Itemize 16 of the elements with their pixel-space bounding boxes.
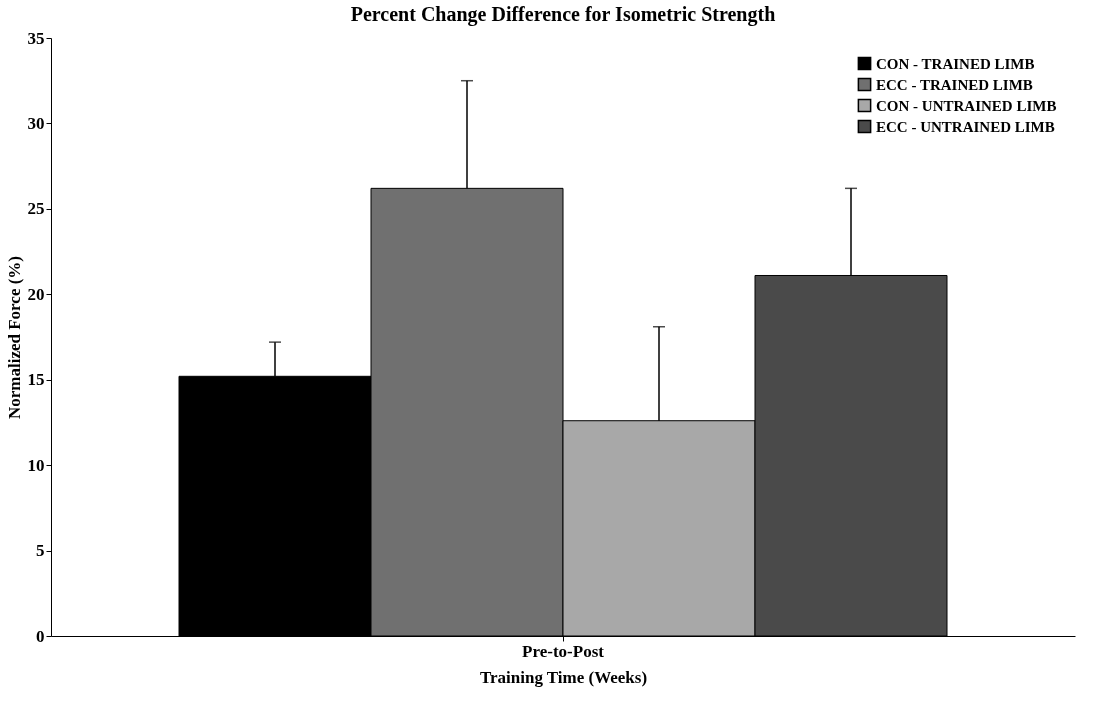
x-tick-label: Pre-to-Post bbox=[522, 641, 605, 661]
y-tick-label: 30 bbox=[27, 113, 45, 133]
legend-label: CON - TRAINED LIMB bbox=[876, 55, 1035, 72]
y-tick-label: 15 bbox=[27, 370, 45, 390]
y-axis-title: Normalized Force (%) bbox=[4, 255, 24, 420]
y-tick-label: 35 bbox=[27, 28, 45, 48]
x-axis-title: Training Time (Weeks) bbox=[479, 667, 648, 687]
chart-title: Percent Change Difference for Isometric Strength bbox=[350, 3, 776, 26]
legend-label: ECC - TRAINED LIMB bbox=[876, 76, 1033, 93]
y-tick-label: 0 bbox=[36, 626, 45, 646]
y-tick-label: 20 bbox=[27, 284, 45, 304]
y-tick-label: 25 bbox=[27, 199, 45, 219]
y-tick-label: 10 bbox=[27, 455, 45, 475]
legend-label: CON - UNTRAINED LIMB bbox=[876, 97, 1057, 114]
legend-label: ECC - UNTRAINED LIMB bbox=[876, 118, 1055, 135]
y-tick-label: 5 bbox=[36, 541, 45, 561]
